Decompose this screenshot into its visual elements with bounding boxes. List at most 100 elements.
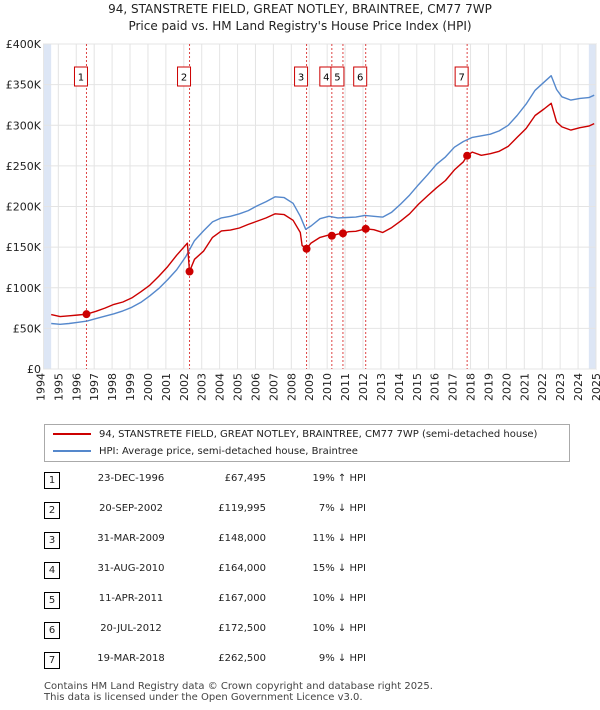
x-tick-label: 2015 [411,373,424,401]
transaction-date: 20-SEP-2002 [99,503,163,514]
transaction-hpi-diff: 11% ↓ HPI [312,533,366,544]
transaction-number: 5 [44,592,60,609]
transaction-price: £148,000 [218,533,266,544]
transaction-hpi-diff: 19% ↑ HPI [312,473,366,484]
footer-licence: This data is licensed under the Open Gov… [44,692,363,703]
sale-point-3 [302,244,311,253]
transaction-price: £172,500 [218,623,266,634]
chart-title: 94, STANSTRETE FIELD, GREAT NOTLEY, BRAI… [108,2,492,16]
y-tick-label: £50K [13,322,42,335]
x-tick-label: 2004 [214,373,227,401]
sale-marker-label-3: 3 [298,73,304,84]
transaction-row: 1 23-DEC-1996 £67,495 19% ↑ HPI [44,470,444,494]
x-tick-label: 2008 [285,373,298,401]
transaction-number: 7 [44,652,60,669]
transaction-hpi-diff: 7% ↓ HPI [318,503,366,514]
sale-marker-label-7: 7 [458,73,464,84]
x-tick-label: 2018 [465,373,478,401]
transaction-row: 4 31-AUG-2010 £164,000 15% ↓ HPI [44,560,444,584]
price-chart: £0 £50K £100K £150K £200K £250K £300K £350K £400… [6,38,600,401]
sale-marker-label-2: 2 [181,73,187,84]
x-tick-label: 2025 [590,373,600,401]
sale-marker-box-3 [294,66,309,87]
transaction-row: 5 11-APR-2011 £167,000 10% ↓ HPI [44,590,444,614]
x-tick-label: 2002 [178,373,191,401]
transaction-hpi-diff: 10% ↓ HPI [312,623,366,634]
hpi-line [51,75,595,325]
x-tick-label: 2017 [447,373,460,401]
sale-point-6 [361,224,370,233]
x-tick-label: 2007 [267,373,280,401]
x-tick-label: 1994 [34,373,47,401]
y-tick-label: £300K [6,119,42,132]
transaction-number: 2 [44,502,60,519]
transaction-price: £67,495 [224,473,266,484]
x-tick-label: 2013 [375,373,388,401]
transaction-date: 23-DEC-1996 [97,473,165,484]
legend-item-hpi: HPI: Average price, semi-detached house,… [53,444,358,460]
x-tick-label: 2006 [249,373,262,401]
x-tick-label: 1999 [124,373,137,401]
sale-marker-label-6: 6 [357,73,363,84]
sale-marker-label-4: 4 [323,73,329,84]
transaction-date: 20-JUL-2012 [100,623,162,634]
x-tick-label: 2020 [500,373,513,401]
y-tick-label: £350K [6,79,42,92]
legend-label-hpi: HPI: Average price, semi-detached house,… [99,446,358,457]
x-tick-label: 2005 [232,373,245,401]
transaction-row: 2 20-SEP-2002 £119,995 7% ↓ HPI [44,500,444,524]
x-tick-label: 2001 [160,373,173,401]
transaction-date: 31-AUG-2010 [97,563,165,574]
footer-copyright: Contains HM Land Registry data © Crown c… [44,681,433,692]
transaction-row: 3 31-MAR-2009 £148,000 11% ↓ HPI [44,530,444,554]
x-tick-label: 2021 [518,373,531,401]
transaction-number: 4 [44,562,60,579]
x-tick-label: 1996 [70,373,83,401]
x-tick-label: 2014 [393,373,406,401]
transaction-price: £164,000 [218,563,266,574]
transaction-hpi-diff: 15% ↓ HPI [312,563,366,574]
sale-marker-box-2 [177,66,192,87]
transaction-row: 7 19-MAR-2018 £262,500 9% ↓ HPI [44,650,444,674]
transaction-row: 6 20-JUL-2012 £172,500 10% ↓ HPI [44,620,444,644]
chart-legend: 94, STANSTRETE FIELD, GREAT NOTLEY, BRAI… [44,424,570,462]
sale-marker-box-1 [73,66,88,87]
x-tick-label: 2000 [142,373,155,401]
transaction-number: 1 [44,472,60,489]
sale-marker-box-6 [353,66,368,87]
sale-point-7 [463,151,472,160]
y-tick-label: £100K [6,282,42,295]
x-tick-label: 2011 [339,373,352,401]
y-tick-label: £0 [27,363,41,376]
sale-marker-label-1: 1 [78,73,84,84]
transaction-date: 31-MAR-2009 [97,533,165,544]
sale-marker-label-5: 5 [334,73,340,84]
x-tick-label: 2019 [482,373,495,401]
x-tick-label: 2023 [554,373,567,401]
transaction-date: 19-MAR-2018 [97,653,165,664]
sale-marker-box-7 [454,66,469,87]
transaction-number: 3 [44,532,60,549]
transaction-number: 6 [44,622,60,639]
sale-marker-box-5 [330,66,345,87]
legend-label-property: 94, STANSTRETE FIELD, GREAT NOTLEY, BRAI… [99,429,538,440]
x-tick-label: 2024 [572,373,585,401]
sale-point-1 [82,310,91,319]
x-tick-label: 2010 [321,373,334,401]
y-tick-label: £400K [6,38,42,51]
x-tick-label: 1998 [106,373,119,401]
sale-point-5 [338,229,347,238]
transaction-hpi-diff: 10% ↓ HPI [312,593,366,604]
transaction-hpi-diff: 9% ↓ HPI [318,653,366,664]
x-tick-label: 2016 [429,373,442,401]
y-tick-label: £150K [6,241,42,254]
transaction-price: £167,000 [218,593,266,604]
x-tick-label: 1997 [88,373,101,401]
transaction-price: £119,995 [218,503,266,514]
legend-swatch-property [53,433,91,435]
x-tick-label: 2009 [303,373,316,401]
x-tick-label: 1995 [52,373,65,401]
transaction-price: £262,500 [218,653,266,664]
sale-point-4 [327,231,336,240]
y-tick-label: £250K [6,160,42,173]
